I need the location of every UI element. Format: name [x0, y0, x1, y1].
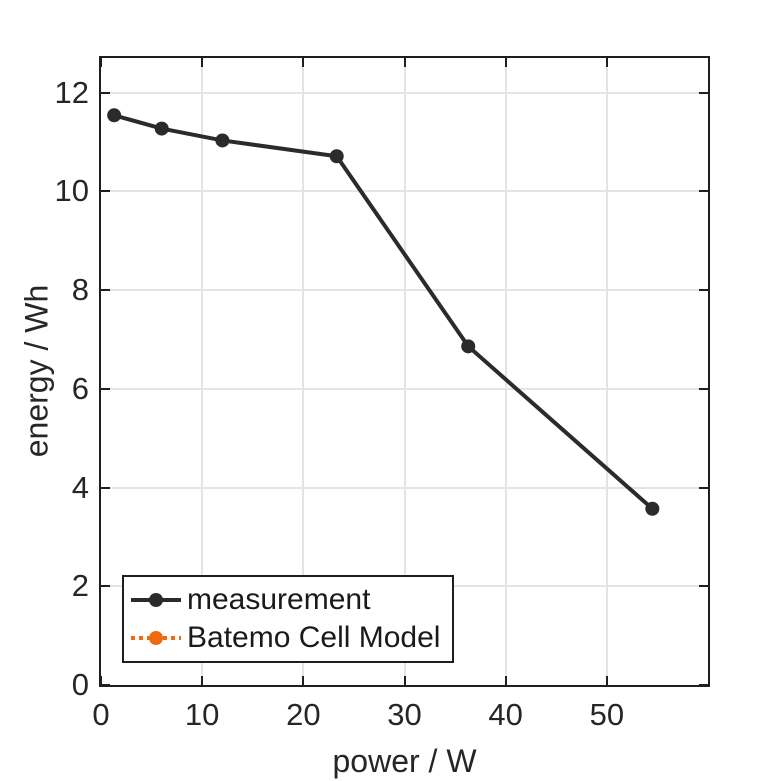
x-tick-bottom: [504, 676, 507, 685]
x-gridline: [605, 58, 608, 685]
data-point-marker: [107, 108, 122, 123]
y-tick-label: 12: [54, 74, 89, 110]
y-tick-label: 2: [71, 568, 89, 604]
legend-item-batemo-cell-model: Batemo Cell Model: [130, 619, 446, 657]
y-tick-right: [699, 289, 708, 292]
measurement-line-sample-icon: [131, 593, 181, 607]
x-tick-top: [504, 58, 507, 67]
data-point-marker: [461, 339, 476, 354]
x-tick-bottom: [100, 676, 102, 685]
legend-label-measurement: measurement: [187, 583, 371, 616]
series-line-measurement: [113, 113, 654, 511]
y-tick-label: 8: [71, 272, 89, 308]
data-point-marker: [154, 121, 169, 136]
x-tick-top: [201, 58, 204, 67]
y-tick-left: [101, 387, 110, 390]
x-tick-bottom: [302, 676, 305, 685]
y-gridline: [101, 387, 708, 390]
y-tick-label: 4: [71, 469, 89, 505]
y-tick-right: [699, 190, 708, 193]
y-tick-left: [101, 486, 110, 489]
y-tick-label: 6: [71, 370, 89, 406]
y-gridline: [101, 289, 708, 292]
x-tick-label: 0: [92, 697, 110, 732]
x-tick-top: [100, 58, 102, 67]
y-tick-left: [101, 289, 110, 292]
y-gridline: [101, 486, 708, 489]
x-tick-bottom: [201, 676, 204, 685]
x-axis-title: power / W: [332, 743, 477, 779]
y-tick-left: [101, 91, 110, 94]
x-tick-label: 20: [286, 697, 321, 732]
y-tick-right: [699, 387, 708, 390]
plot-area: measurement Batemo Cell Model: [99, 56, 710, 687]
x-tick-label: 10: [184, 697, 220, 732]
x-gridline: [201, 58, 204, 685]
y-tick-left: [101, 585, 110, 588]
y-tick-right: [699, 486, 708, 489]
data-series-layer: [107, 108, 660, 516]
y-tick-right: [699, 585, 708, 588]
y-tick-left: [101, 190, 110, 193]
x-tick-top: [403, 58, 406, 67]
x-tick-label: 30: [387, 697, 422, 732]
x-gridline: [403, 58, 406, 685]
x-tick-top: [605, 58, 608, 67]
legend-label-batemo-cell-model: Batemo Cell Model: [187, 621, 441, 654]
x-gridline: [504, 58, 507, 685]
x-gridline: [302, 58, 305, 685]
legend: measurement Batemo Cell Model: [122, 575, 454, 663]
data-point-marker: [329, 149, 344, 164]
data-point-marker: [645, 501, 660, 516]
x-tick-top: [302, 58, 305, 67]
data-point-marker: [215, 133, 230, 148]
y-gridline: [101, 190, 708, 193]
y-tick-left: [101, 684, 110, 686]
y-tick-right: [699, 684, 708, 686]
x-tick-label: 50: [589, 697, 625, 732]
y-gridline: [101, 91, 708, 94]
x-tick-bottom: [403, 676, 406, 685]
y-tick-right: [699, 91, 708, 94]
legend-item-measurement: measurement: [130, 581, 446, 619]
x-tick-label: 40: [488, 697, 523, 732]
y-tick-label: 10: [54, 173, 89, 209]
y-tick-label: 0: [71, 667, 89, 702]
batemo-cell-model-line-sample-icon: [131, 631, 181, 645]
x-tick-bottom: [605, 676, 608, 685]
